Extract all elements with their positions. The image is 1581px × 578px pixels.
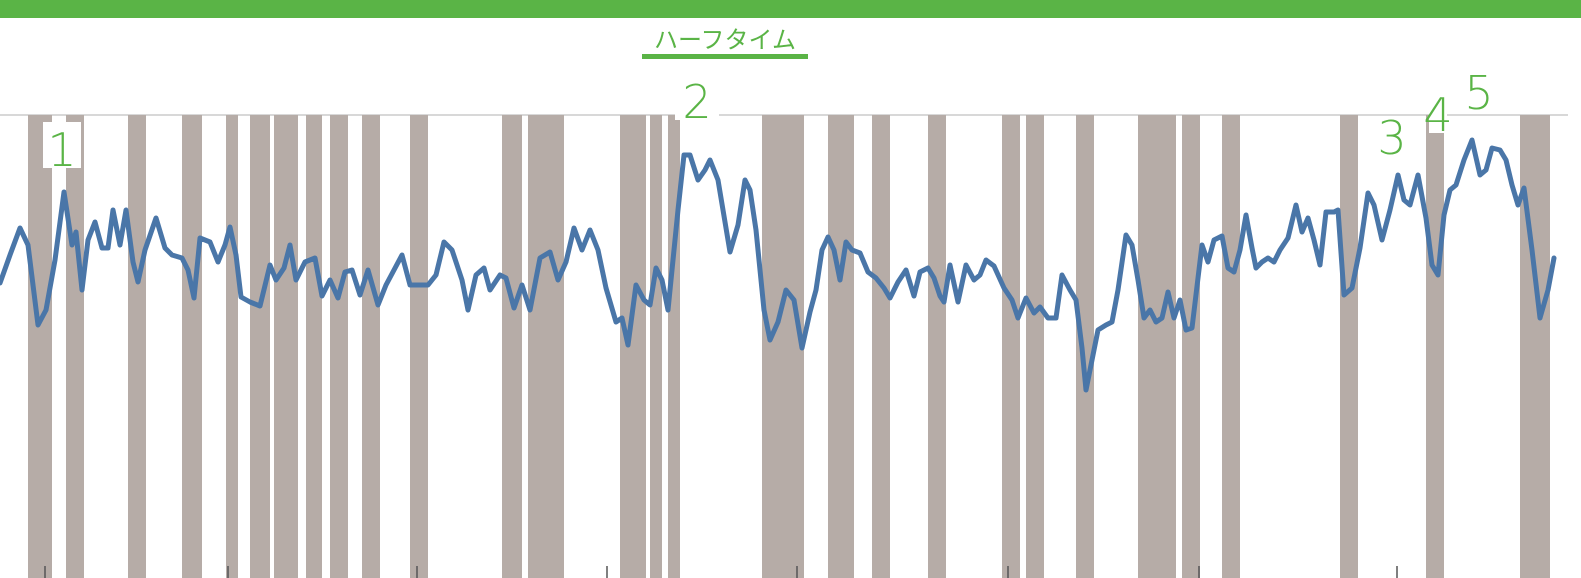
shaded-band — [1520, 115, 1550, 578]
shaded-band — [1026, 115, 1044, 578]
shaded-band — [828, 115, 854, 578]
shaded-band — [620, 115, 646, 578]
annotation-bg — [1429, 87, 1447, 133]
shaded-band — [226, 115, 238, 578]
shaded-band — [528, 115, 564, 578]
shaded-band — [1222, 115, 1240, 578]
shaded-band — [928, 115, 946, 578]
annotation: 1 — [47, 123, 76, 177]
top-bar — [0, 0, 1581, 18]
shaded-band — [362, 115, 380, 578]
annotation: 3 — [1377, 111, 1406, 165]
annotation-bg — [675, 74, 719, 120]
shaded-band — [650, 115, 662, 578]
shaded-band — [1076, 115, 1094, 578]
shaded-band — [1182, 115, 1200, 578]
shaded-band — [410, 115, 428, 578]
shaded-band — [1138, 115, 1176, 578]
shaded-band — [1002, 115, 1020, 578]
shaded-band — [668, 115, 680, 578]
halftime-underline — [642, 54, 808, 59]
shaded-band — [1426, 115, 1444, 578]
shaded-band — [274, 115, 298, 578]
annotation-bg — [43, 122, 81, 168]
shaded-band — [872, 115, 890, 578]
line-series — [0, 137, 1557, 393]
halftime-label: ハーフタイム — [654, 26, 796, 54]
annotation: 4 — [1423, 88, 1452, 142]
shaded-band — [128, 115, 146, 578]
shaded-band — [28, 115, 52, 578]
shaded-band — [762, 115, 804, 578]
annotation: 5 — [1464, 66, 1493, 120]
annotation: 2 — [682, 75, 711, 129]
shaded-band — [250, 115, 270, 578]
shaded-band — [502, 115, 522, 578]
shaded-band — [1340, 115, 1358, 578]
shaded-band — [66, 115, 84, 578]
shaded-band — [182, 115, 202, 578]
shaded-band — [306, 115, 322, 578]
shaded-band — [330, 115, 348, 578]
